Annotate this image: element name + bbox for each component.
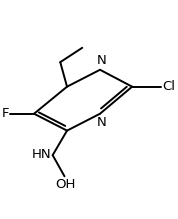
Text: N: N [97, 116, 107, 129]
Text: F: F [2, 107, 9, 120]
Text: Cl: Cl [162, 80, 175, 93]
Text: OH: OH [55, 178, 75, 191]
Text: N: N [97, 54, 107, 67]
Text: HN: HN [32, 148, 51, 161]
